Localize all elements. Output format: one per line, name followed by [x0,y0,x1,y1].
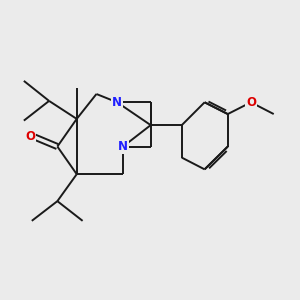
Text: O: O [26,130,36,143]
Text: N: N [118,140,128,153]
Text: N: N [112,96,122,109]
Text: O: O [246,96,256,109]
